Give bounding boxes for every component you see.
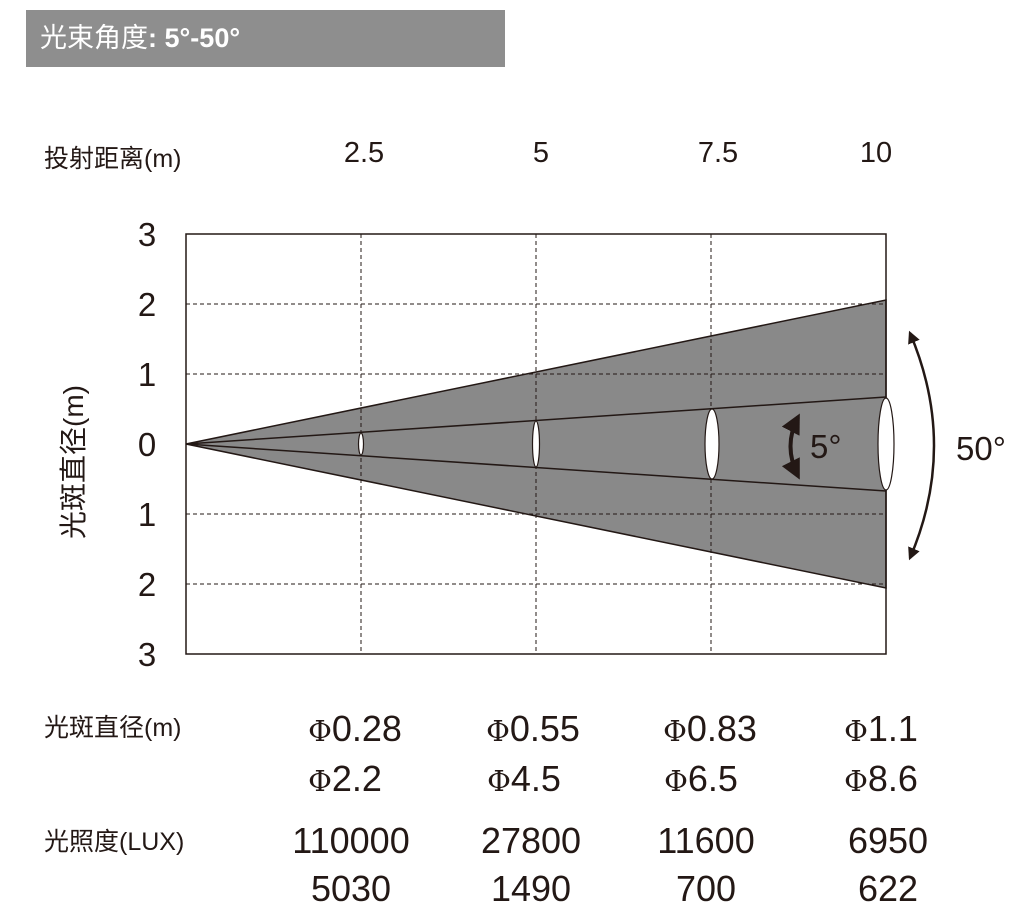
illuminance-narrow-2: 27800 [480,820,582,861]
wide-angle-arrow [908,330,936,561]
distance-value-1: 2.5 [343,137,385,169]
spot-narrow-3: Φ0.83 [663,708,757,750]
distance-label: 投射距离(m) [44,145,182,173]
spot-narrow-1: Φ0.28 [308,708,402,750]
spot-wide-value: 6.5 [687,758,738,799]
y-tick: 2 [137,286,157,323]
spot-narrow-value: 0.83 [686,708,757,749]
illuminance-narrow-4: 6950 [847,820,929,861]
phi-symbol: Φ [663,714,687,748]
spot-narrow-4: Φ1.1 [844,708,918,750]
distance-value-3: 7.5 [697,137,739,169]
spot-wide-1: Φ2.2 [308,758,382,800]
wide-angle-label: 50° [956,430,1006,467]
illuminance-narrow-3: 11600 [657,820,755,861]
distance-value-4: 10 [859,137,893,169]
illuminance-wide-1: 5030 [310,868,392,909]
spot-wide-value: 2.2 [331,758,382,799]
illuminance-label: 光照度(LUX) [44,828,185,856]
illuminance-wide-4: 622 [857,868,919,909]
spot-narrow-value: 1.1 [867,708,918,749]
spot-ellipse-2 [531,420,541,468]
spot-wide-2: Φ4.5 [487,758,561,800]
title-label: 光束角度 [40,23,148,53]
spot-narrow-value: 0.55 [509,708,580,749]
y-tick: 3 [137,636,157,673]
spot-wide-4: Φ8.6 [844,758,918,800]
distance-value-2: 5 [532,137,550,169]
phi-symbol: Φ [844,764,868,798]
spot-ellipse-3 [704,408,720,480]
y-tick: 0 [137,426,157,463]
spot-diameter-label: 光斑直径(m) [44,714,182,742]
illuminance-wide-3: 700 [675,868,737,909]
phi-symbol: Φ [486,714,510,748]
spot-ellipse-4 [877,397,895,491]
grid-lines [186,234,886,654]
phi-symbol: Φ [664,764,688,798]
title-bar: 光束角度: 5°-50° [26,10,505,67]
phi-symbol: Φ [844,714,868,748]
phi-symbol: Φ [308,714,332,748]
y-tick: 1 [137,356,157,393]
illuminance-wide-2: 1490 [490,868,572,909]
y-tick: 1 [137,496,157,533]
y-tick: 3 [137,216,157,253]
spot-narrow-value: 0.28 [331,708,402,749]
narrow-angle-label: 5° [810,428,842,465]
spot-ellipse-1 [357,432,365,456]
title-text: 光束角度: 5°-50° [40,20,240,56]
illuminance-narrow-1: 110000 [292,820,410,861]
spot-wide-value: 4.5 [510,758,561,799]
spot-wide-3: Φ6.5 [664,758,738,800]
phi-symbol: Φ [308,764,332,798]
y-tick: 2 [137,566,157,603]
spot-narrow-2: Φ0.55 [486,708,580,750]
phi-symbol: Φ [487,764,511,798]
spot-wide-value: 8.6 [867,758,918,799]
title-value: : 5°-50° [148,23,241,53]
narrow-angle-arrow [781,413,800,480]
